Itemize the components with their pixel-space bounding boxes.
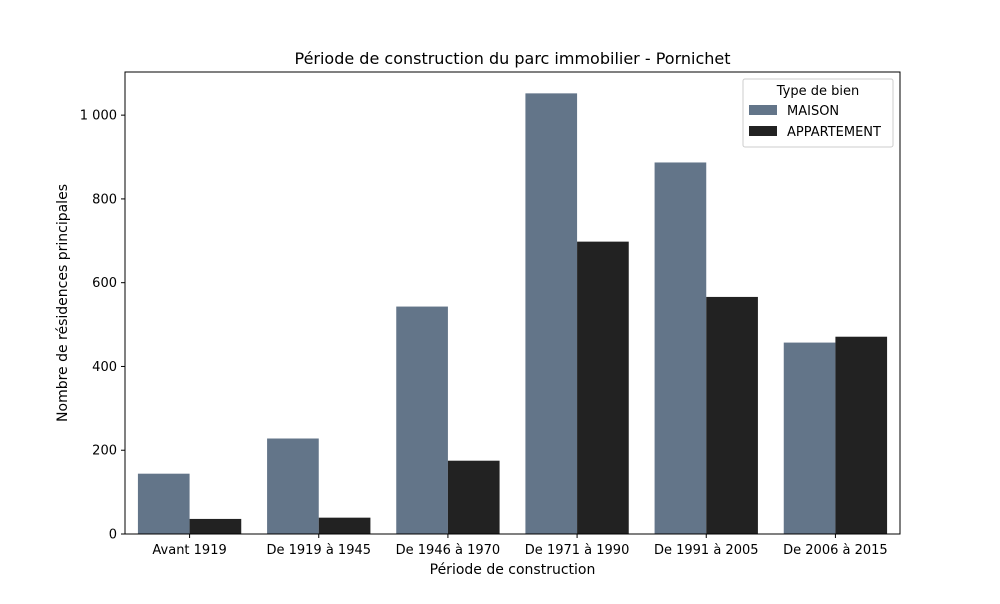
y-tick-label: 400 — [92, 360, 117, 375]
legend: Type de bien MAISON APPARTEMENT — [742, 78, 894, 148]
y-tick-label: 600 — [92, 276, 117, 291]
x-tick-label: De 1919 à 1945 — [266, 543, 371, 558]
legend-swatch-maison — [749, 105, 777, 115]
y-tick-label: 1 000 — [80, 109, 117, 124]
legend-swatch-appartement — [749, 126, 777, 136]
y-axis-label: Nombre de résidences principales — [55, 184, 71, 422]
x-tick-label: De 1991 à 2005 — [654, 543, 759, 558]
chart-title: Période de construction du parc immobili… — [294, 49, 730, 68]
y-tick-label: 0 — [109, 528, 117, 543]
x-tick-label: Avant 1919 — [152, 543, 226, 558]
x-tick-label: De 2006 à 2015 — [783, 543, 888, 558]
bar-appartement-1 — [318, 517, 371, 534]
bar-maison-3 — [525, 93, 578, 534]
y-axis: 0 200 400 600 800 1 000 — [80, 109, 125, 543]
legend-label-appartement: APPARTEMENT — [787, 125, 881, 140]
legend-label-maison: MAISON — [787, 104, 839, 119]
bar-maison-5 — [783, 342, 836, 534]
y-tick-label: 200 — [92, 444, 117, 459]
bar-maison-2 — [396, 306, 448, 534]
x-axis: Avant 1919 De 1919 à 1945 De 1946 à 1970 De… — [152, 534, 888, 558]
bar-maison-1 — [267, 438, 319, 534]
bar-appartement-0 — [189, 518, 242, 534]
legend-box — [742, 78, 894, 148]
x-tick-label: De 1971 à 1990 — [525, 543, 630, 558]
bar-appartement-4 — [706, 296, 758, 534]
bar-maison-4 — [654, 162, 707, 534]
legend-title: Type de bien — [776, 84, 859, 99]
y-tick-label: 800 — [92, 192, 117, 207]
plot-frame — [124, 71, 901, 535]
bar-appartement-3 — [577, 241, 629, 534]
bars-group — [137, 93, 888, 534]
bar-maison-0 — [137, 473, 190, 534]
bar-appartement-2 — [447, 460, 500, 534]
x-tick-label: De 1946 à 1970 — [396, 543, 501, 558]
bar-appartement-5 — [835, 336, 888, 534]
x-axis-label: Période de construction — [430, 562, 596, 578]
